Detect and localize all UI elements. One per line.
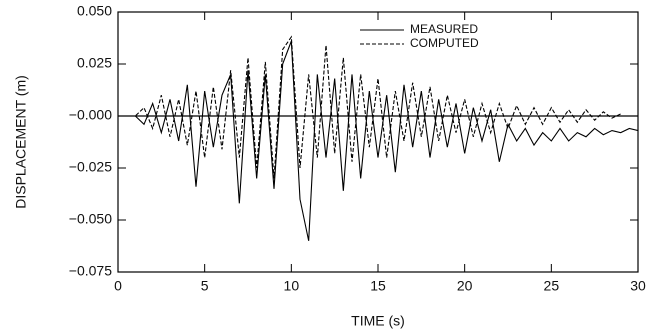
x-tick-label: 15 <box>370 278 386 294</box>
plot-frame <box>117 11 639 273</box>
y-tick-label: 0.025 <box>77 55 112 71</box>
data-line <box>118 35 621 179</box>
y-axis-title: DISPLACEMENT (m) <box>13 75 29 209</box>
x-tick-label: 5 <box>201 278 209 294</box>
y-tick-label: −0.000 <box>69 107 112 123</box>
y-tick-label: −0.050 <box>69 211 112 227</box>
x-tick-label: 0 <box>114 278 122 294</box>
data-line <box>118 40 639 241</box>
legend-label: MEASURED <box>410 22 478 36</box>
y-tick-label: −0.025 <box>69 159 112 175</box>
x-tick-label: 25 <box>544 278 560 294</box>
legend-label: COMPUTED <box>410 36 479 50</box>
x-tick-label: 10 <box>284 278 300 294</box>
y-tick-label: −0.075 <box>69 263 112 279</box>
x-tick-label: 20 <box>457 278 473 294</box>
x-axis-title: TIME (s) <box>351 313 405 329</box>
x-tick-label: 30 <box>630 278 646 294</box>
y-tick-label: 0.050 <box>77 3 112 19</box>
